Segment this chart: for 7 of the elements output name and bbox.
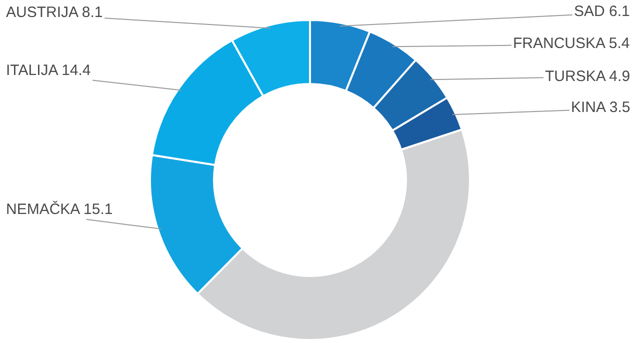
slice-label: KINA 3.5: [571, 99, 630, 116]
slice-label: TURSKA 4.9: [545, 68, 630, 85]
slice-label: NEMAČKA 15.1: [6, 200, 113, 218]
slice-label: FRANCUSKA 5.4: [513, 35, 630, 52]
slice-label: AUSTRIJA 8.1: [6, 4, 103, 21]
slice-label: SAD 6.1: [574, 3, 630, 20]
slice-label: ITALIJA 14.4: [6, 62, 91, 79]
